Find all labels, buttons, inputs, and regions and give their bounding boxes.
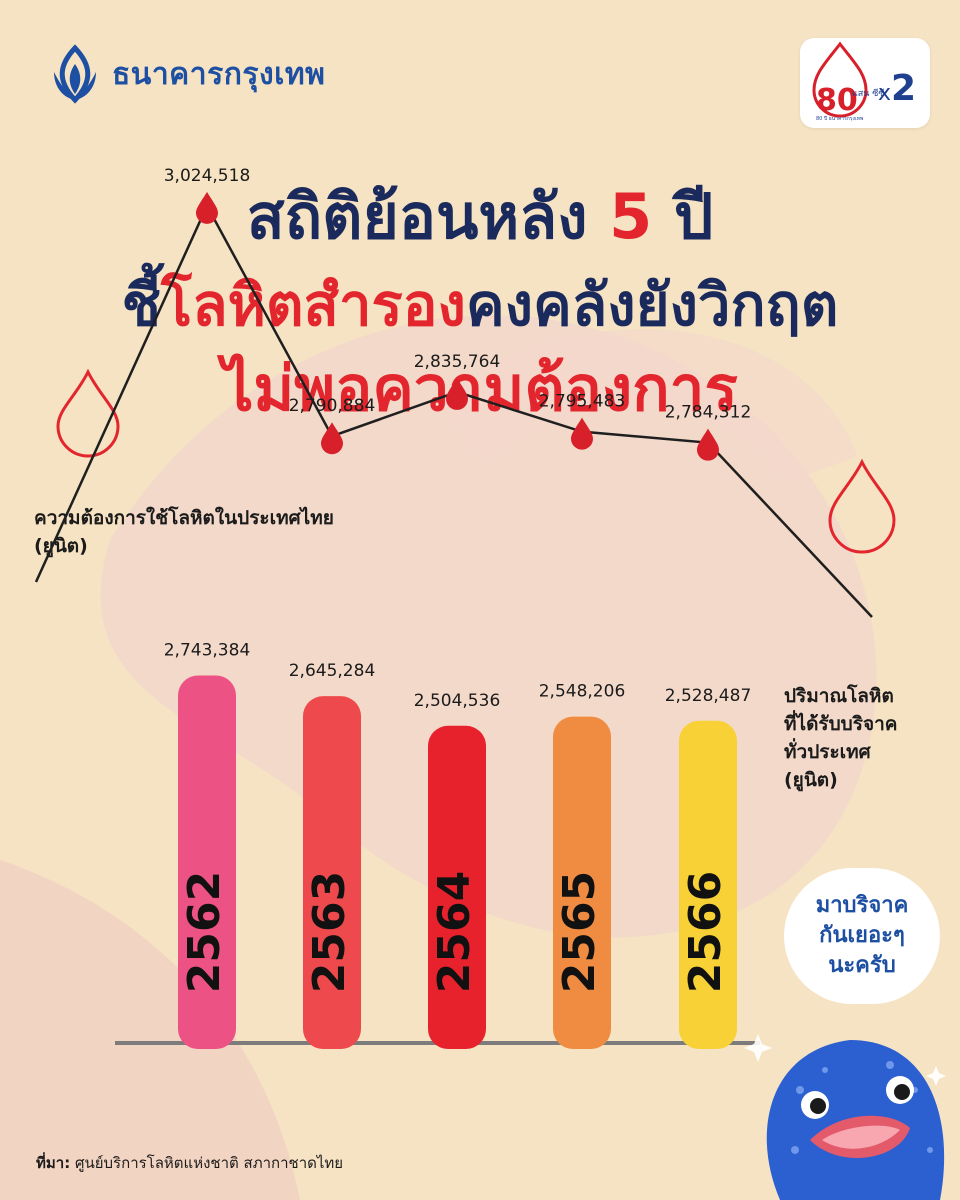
demand-drop-marker: [446, 377, 468, 410]
bar-value-label: 2,528,487: [665, 686, 752, 706]
blood-drop-outline-icon: [828, 458, 896, 554]
bar-value-label: 2,743,384: [164, 641, 251, 661]
bar-value-label: 2,645,284: [289, 661, 376, 681]
bar-2565: [553, 716, 611, 1049]
badge-caption: 80 ปี ธนาคารกรุงเทพ: [816, 115, 863, 122]
bar-category-label: 2566: [680, 871, 731, 993]
bar-category-label: 2562: [179, 871, 230, 993]
bar-category-label: 2564: [429, 871, 480, 993]
bar-2564: [428, 725, 486, 1049]
demand-series-label: ความต้องการใช้โลหิตในประเทศไทย (ยูนิต): [34, 507, 334, 557]
mascot-character: [744, 1034, 946, 1200]
demand-drop-marker: [321, 422, 343, 455]
lotus-icon: [54, 44, 96, 104]
demand-value-label: 2,835,764: [414, 352, 501, 372]
bar-2562: [178, 675, 236, 1049]
headline-line1: สถิติย้อนหลัง 5 ปี: [246, 180, 714, 253]
anniversary-logo: 80 แสน ซีซี 80 ปี ธนาคารกรุงเทพ: [812, 41, 884, 122]
bar-value-label: 2,504,536: [414, 691, 501, 711]
brand-name: ธนาคารกรุงเทพ: [112, 56, 326, 92]
badge-number: 80: [816, 83, 858, 118]
demand-value-label: 2,790,884: [289, 396, 376, 416]
brand-header: ธนาคารกรุงเทพ: [48, 44, 325, 104]
speech-bubble: มาบริจาค กันเยอะๆ นะครับ: [784, 868, 940, 1004]
demand-drop-marker: [697, 428, 719, 461]
bar-value-label: 2,548,206: [539, 682, 626, 702]
demand-drop-marker: [196, 191, 218, 224]
bar-2566: [679, 720, 737, 1049]
bar-category-label: 2565: [554, 871, 605, 993]
demand-drop-marker: [571, 417, 593, 450]
speech-bubble-text: มาบริจาค กันเยอะๆ นะครับ: [815, 893, 909, 978]
anniversary-badge: 80 แสน ซีซี 80 ปี ธนาคารกรุงเทพ x2: [800, 38, 930, 128]
headline-line3: ไม่พอความต้องการ: [222, 352, 738, 425]
demand-value-label: 2,795,483: [539, 392, 626, 412]
badge-multiplier: x2: [878, 68, 917, 109]
demand-value-label: 3,024,518: [164, 166, 251, 186]
bar-category-label: 2563: [304, 871, 355, 993]
source-note: ที่มา: ศูนย์บริการโลหิตแห่งชาติ สภากาชาด…: [36, 1154, 344, 1172]
badge-unit: แสน ซีซี: [852, 88, 884, 99]
donation-series-label: ปริมาณโลหิต ที่ได้รับบริจาค ทั่วประเทศ (…: [784, 685, 898, 791]
demand-value-label: 2,784,312: [665, 403, 752, 423]
bar-2563: [303, 696, 361, 1049]
headline-line2: ชี้โลหิตสำรองคงคลังยังวิกฤต: [121, 271, 839, 339]
